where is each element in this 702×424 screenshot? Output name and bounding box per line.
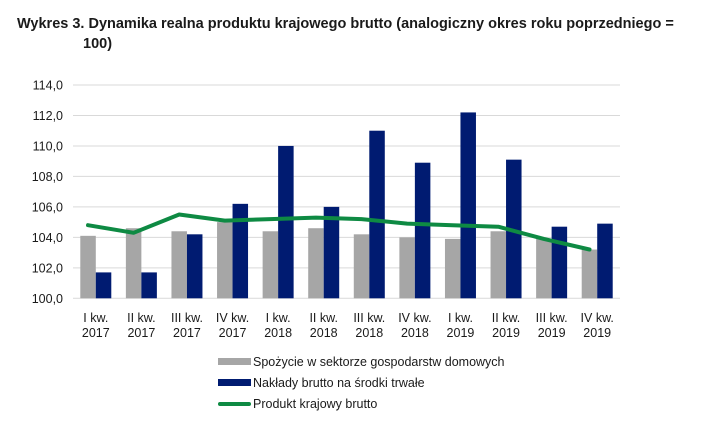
x-tick-label: 2017 xyxy=(219,326,247,340)
y-tick-label: 100,0 xyxy=(32,292,63,306)
bar-consumption xyxy=(536,238,552,299)
x-tick-label: IV kw. xyxy=(581,311,614,325)
x-tick-label: 2018 xyxy=(310,326,338,340)
x-tick-label: 2019 xyxy=(447,326,475,340)
bar-consumption xyxy=(490,231,507,299)
legend-item-gdp: Produkt krajowy brutto xyxy=(218,393,505,414)
bar-investment xyxy=(551,226,568,299)
bar-consumption xyxy=(353,234,370,299)
x-tick-label: 2017 xyxy=(173,326,201,340)
x-tick-label: II kw. xyxy=(309,311,337,325)
bar-investment xyxy=(186,234,203,299)
bar-investment xyxy=(414,162,431,299)
legend-label-investment: Nakłady brutto na środki trwałe xyxy=(253,375,425,390)
bar-investment xyxy=(323,206,340,299)
bar-consumption xyxy=(444,238,461,299)
chart-legend: Spożycie w sektorze gospodarstw domowych… xyxy=(218,351,505,414)
bar-consumption xyxy=(80,235,96,299)
legend-label-consumption: Spożycie w sektorze gospodarstw domowych xyxy=(253,354,505,369)
y-tick-label: 102,0 xyxy=(32,261,63,275)
bar-investment xyxy=(460,112,476,299)
x-tick-label: IV kw. xyxy=(398,311,431,325)
x-tick-label: III kw. xyxy=(536,311,568,325)
x-tick-label: 2017 xyxy=(127,326,155,340)
bar-consumption xyxy=(125,228,142,299)
chart-title-line2: 100) xyxy=(83,36,113,52)
bar-consumption xyxy=(581,249,598,299)
x-tick-label: III kw. xyxy=(171,311,203,325)
x-tick-label: III kw. xyxy=(353,311,385,325)
x-tick-label: 2018 xyxy=(264,326,292,340)
y-tick-label: 104,0 xyxy=(32,231,63,245)
x-tick-label: I kw. xyxy=(83,311,108,325)
x-tick-label: 2019 xyxy=(538,326,566,340)
x-tick-label: 2018 xyxy=(355,326,383,340)
x-tick-label: IV kw. xyxy=(216,311,249,325)
bar-consumption xyxy=(171,231,187,299)
x-tick-label: I kw. xyxy=(448,311,473,325)
legend-swatch-gdp xyxy=(218,401,251,406)
y-tick-label: 110,0 xyxy=(33,139,63,153)
bar-consumption xyxy=(262,231,279,299)
legend-swatch-investment xyxy=(218,379,251,386)
legend-item-consumption: Spożycie w sektorze gospodarstw domowych xyxy=(218,351,505,372)
legend-swatch-consumption xyxy=(218,358,251,365)
x-tick-label: I kw. xyxy=(266,311,291,325)
bar-investment xyxy=(597,223,613,299)
chart-title-line1: Wykres 3. Dynamika realna produktu krajo… xyxy=(17,16,674,32)
y-tick-label: 108,0 xyxy=(32,170,63,184)
x-tick-label: 2019 xyxy=(492,326,520,340)
y-tick-label: 106,0 xyxy=(32,200,63,214)
bar-consumption xyxy=(399,237,415,299)
gdp-line xyxy=(86,212,592,252)
bar-investment xyxy=(232,203,249,299)
legend-label-gdp: Produkt krajowy brutto xyxy=(253,396,378,411)
bar-investment xyxy=(278,145,294,299)
bar-investment xyxy=(141,272,157,299)
bar-investment xyxy=(369,130,385,299)
x-tick-label: II kw. xyxy=(492,311,520,325)
x-tick-label: 2017 xyxy=(82,326,110,340)
x-tick-label: 2019 xyxy=(583,326,611,340)
x-tick-label: II kw. xyxy=(127,311,155,325)
bar-investment xyxy=(95,272,112,299)
chart-title: Wykres 3. Dynamika realna produktu krajo… xyxy=(17,14,697,54)
bar-consumption xyxy=(217,222,233,299)
x-tick-label: 2018 xyxy=(401,326,429,340)
y-tick-label: 112,0 xyxy=(33,109,63,123)
y-tick-label: 114,0 xyxy=(33,79,63,93)
legend-item-investment: Nakłady brutto na środki trwałe xyxy=(218,372,505,393)
bar-consumption xyxy=(308,228,324,299)
